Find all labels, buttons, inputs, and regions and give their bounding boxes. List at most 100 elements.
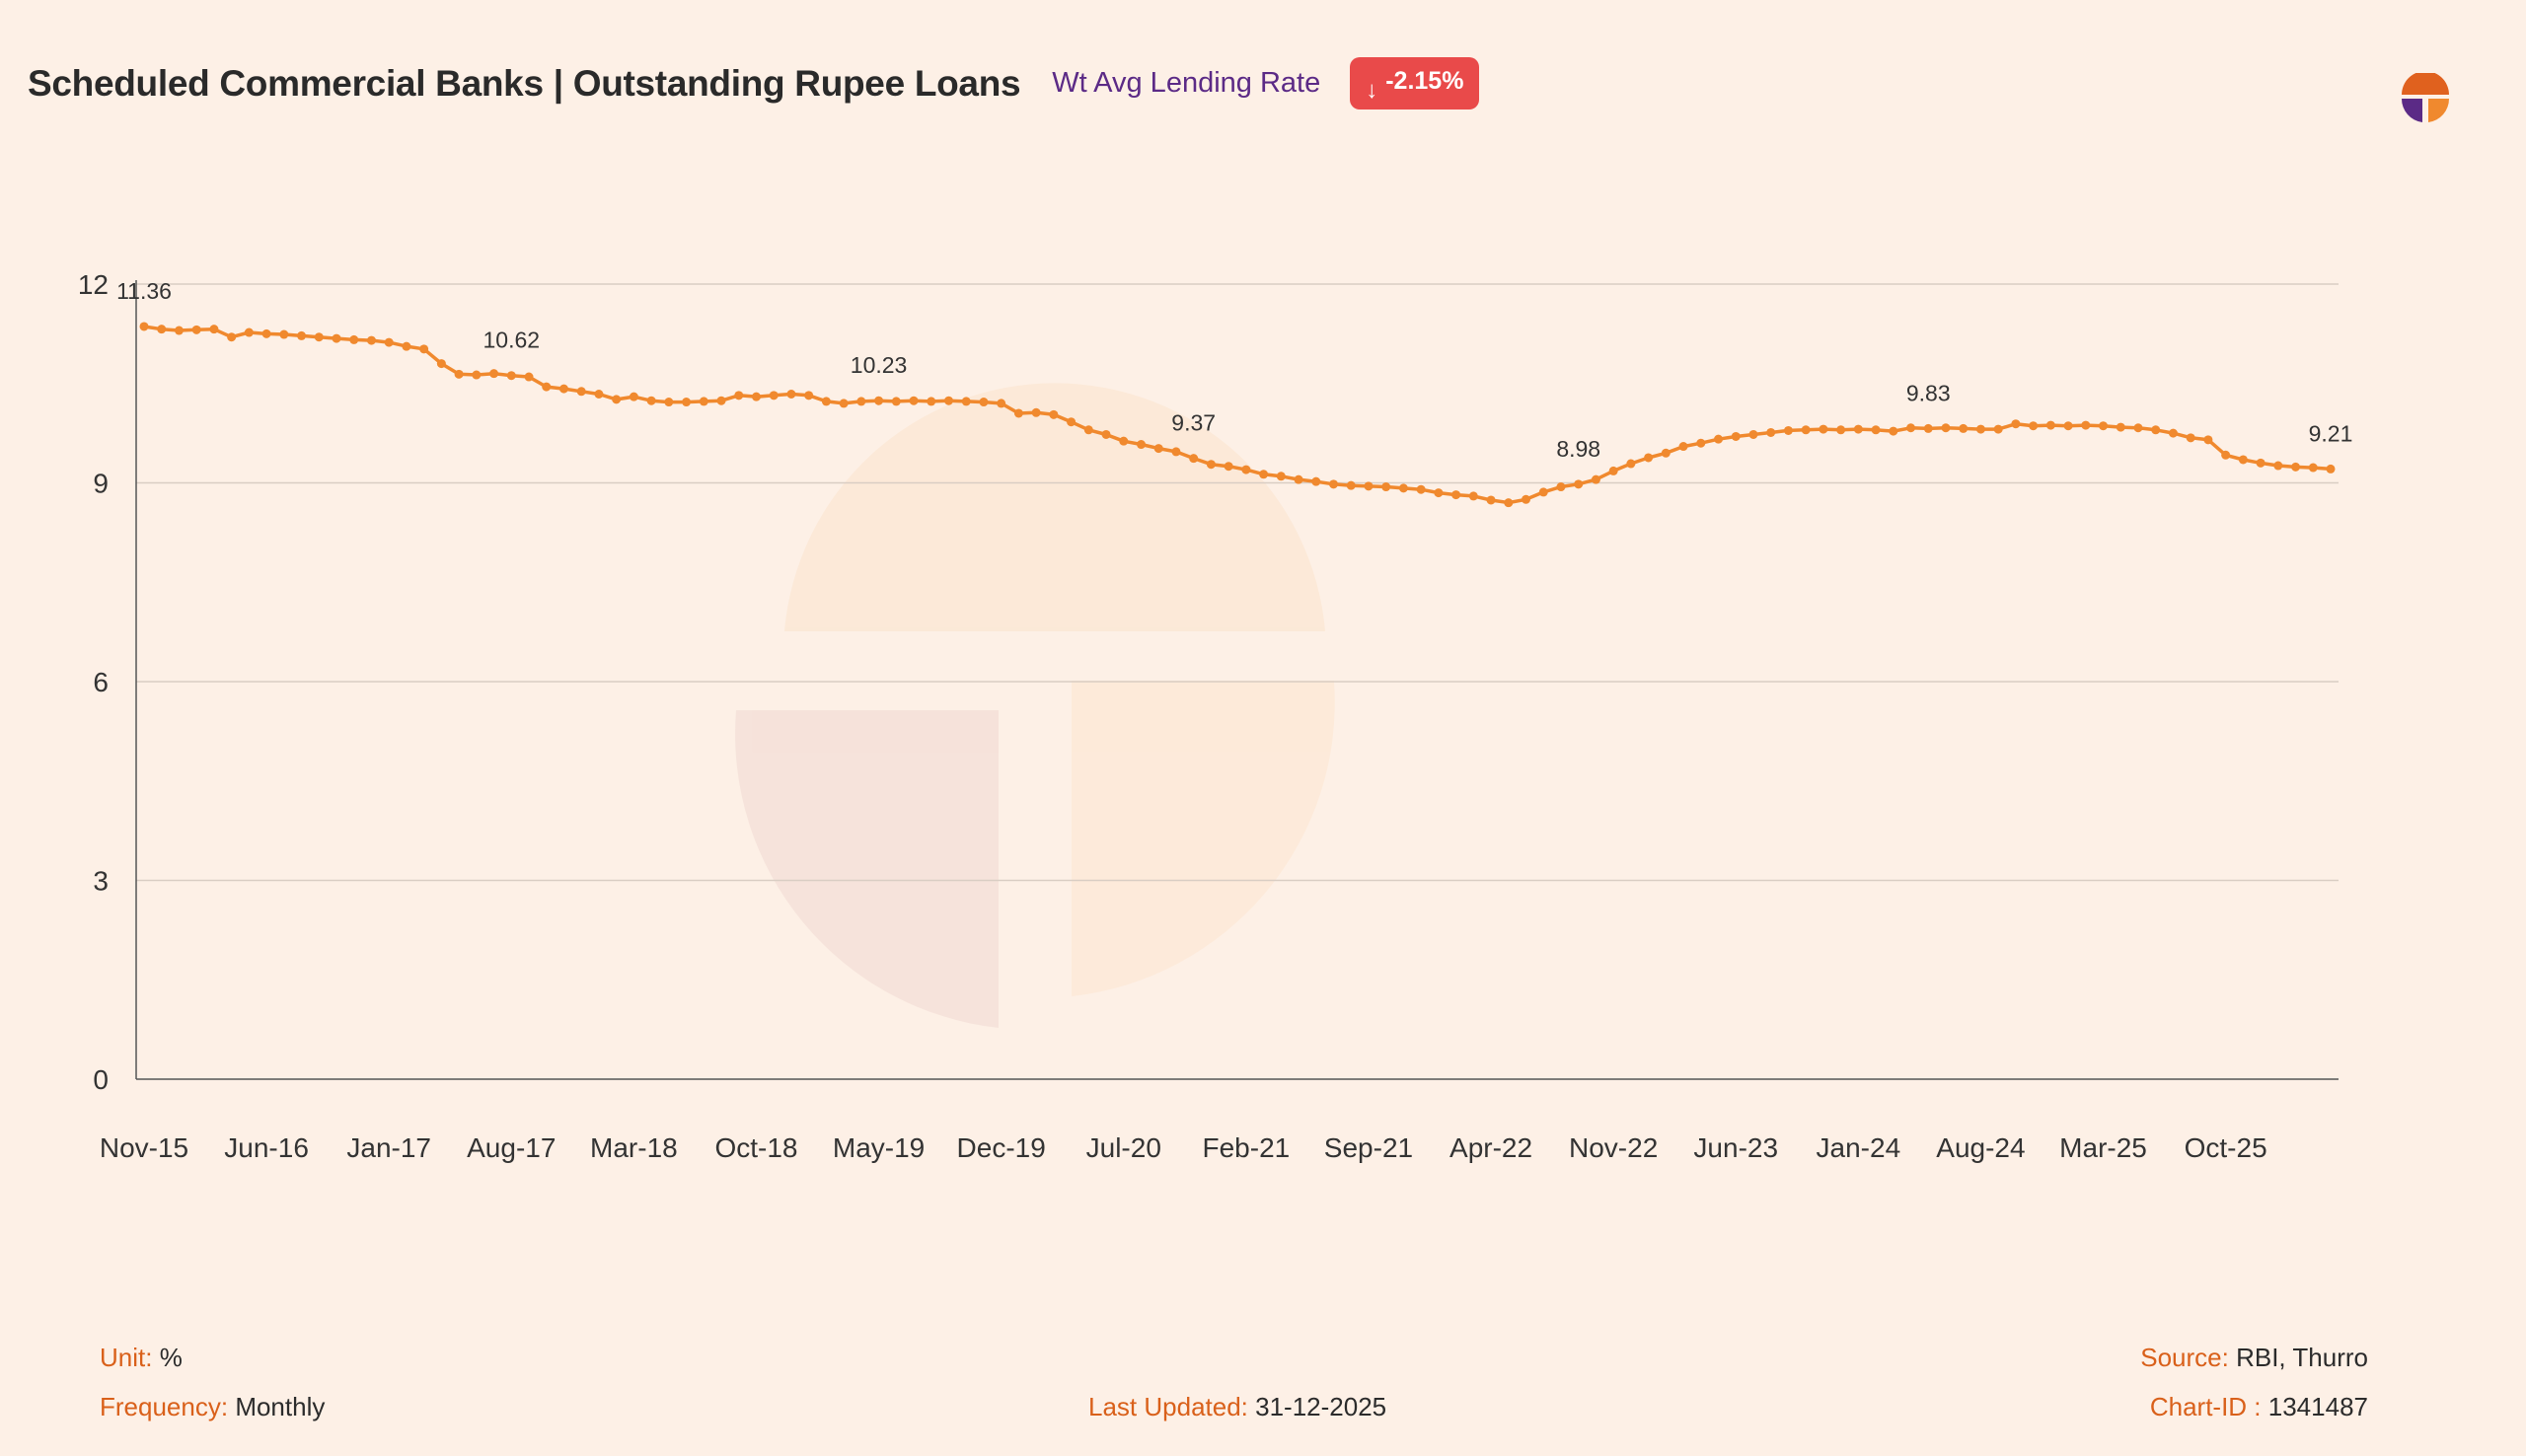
data-point: [1819, 424, 1828, 434]
data-point: [1083, 425, 1093, 435]
data-point: [1329, 479, 1339, 489]
data-point: [1574, 479, 1584, 489]
data-point: [1013, 408, 1023, 418]
data-point: [1504, 498, 1514, 508]
data-point: [1714, 434, 1724, 444]
data-point: [454, 369, 464, 379]
data-label: 10.23: [851, 352, 908, 378]
data-point: [646, 396, 656, 405]
last-updated-key: Last Updated:: [1088, 1392, 1248, 1421]
data-point: [979, 398, 989, 407]
data-point: [1346, 480, 1356, 490]
footer-unit: Unit: %: [100, 1343, 183, 1373]
data-point: [209, 325, 219, 334]
data-point: [314, 332, 324, 342]
data-point: [664, 398, 674, 407]
x-tick-label: Oct-25: [2185, 1132, 2267, 1163]
x-tick-label: Jun-16: [224, 1132, 309, 1163]
data-point: [1766, 427, 1776, 437]
data-point: [1206, 460, 1216, 470]
data-point: [612, 395, 622, 404]
data-point: [1941, 423, 1951, 433]
data-point: [1783, 425, 1793, 435]
data-point: [1259, 470, 1269, 479]
data-point: [682, 398, 692, 407]
data-point: [1748, 429, 1758, 439]
data-point: [786, 389, 796, 399]
data-point: [2045, 420, 2055, 430]
data-label: 9.83: [1906, 380, 1951, 405]
data-point: [1364, 481, 1374, 491]
data-point: [1224, 462, 1233, 472]
data-point: [734, 391, 744, 400]
data-label: 11.36: [116, 278, 172, 304]
data-label: 8.98: [1556, 436, 1600, 462]
data-point: [2273, 461, 2283, 471]
data-point: [2221, 450, 2231, 460]
source-value: RBI, Thurro: [2236, 1343, 2368, 1372]
data-point: [1906, 423, 1916, 433]
data-point: [2081, 420, 2091, 430]
footer-source: Source: RBI, Thurro: [2140, 1343, 2368, 1373]
data-point: [2291, 462, 2301, 472]
x-tick-label: Nov-15: [100, 1132, 188, 1163]
data-point: [2238, 455, 2248, 465]
data-point: [1661, 448, 1671, 458]
data-label: 10.62: [483, 328, 541, 353]
footer-chart-id: Chart-ID : 1341487: [2150, 1392, 2368, 1422]
data-point: [1311, 476, 1321, 486]
data-point: [2151, 425, 2161, 435]
data-point: [874, 396, 884, 405]
data-point: [524, 372, 534, 382]
data-point: [1486, 495, 1496, 505]
data-point: [244, 328, 254, 337]
chart-id-key: Chart-ID :: [2149, 1392, 2262, 1421]
x-tick-label: Aug-24: [1936, 1132, 2025, 1163]
data-point: [1416, 484, 1426, 494]
axes: 0 3 6 9 12 Nov-15 Jun-16 Jan-17 Aug-17 Mar-18 Oct-…: [78, 269, 2339, 1163]
chart-id-value: 1341487: [2267, 1392, 2368, 1421]
x-tick-label: Jan-24: [1817, 1132, 1901, 1163]
data-point: [909, 396, 919, 405]
x-tick-label: Jan-17: [346, 1132, 431, 1163]
chart-title: Scheduled Commercial Banks | Outstanding…: [28, 62, 1021, 104]
y-tick-label: 6: [93, 667, 109, 697]
change-badge: ↓ -2.15%: [1350, 57, 1480, 109]
data-point: [1171, 447, 1181, 457]
data-point: [2029, 421, 2039, 431]
data-point: [1678, 442, 1688, 452]
data-point: [1136, 440, 1146, 450]
y-tick-label: 3: [93, 866, 109, 897]
data-point: [1993, 424, 2003, 434]
source-key: Source:: [2140, 1343, 2229, 1372]
data-point: [961, 397, 971, 406]
data-point: [2308, 463, 2318, 473]
data-point: [891, 397, 901, 406]
data-point: [943, 396, 953, 405]
data-point: [1294, 474, 1303, 484]
x-tick-label: Apr-22: [1449, 1132, 1532, 1163]
data-point: [1538, 487, 1548, 497]
data-point: [1153, 444, 1163, 454]
data-point: [1276, 472, 1286, 481]
series-layer: [139, 322, 2336, 508]
data-point: [332, 333, 341, 343]
data-point: [2011, 419, 2021, 429]
data-point: [2326, 464, 2336, 473]
unit-key: Unit:: [100, 1343, 153, 1372]
change-badge-value: -2.15%: [1385, 67, 1464, 95]
data-point: [2168, 428, 2178, 438]
data-point: [384, 337, 394, 347]
data-point: [594, 389, 604, 399]
data-point: [699, 397, 708, 406]
data-point: [1975, 424, 1985, 434]
data-point: [751, 392, 761, 401]
data-point: [1696, 438, 1706, 448]
x-tick-label: May-19: [833, 1132, 925, 1163]
data-point: [821, 397, 831, 406]
data-point: [1434, 488, 1444, 498]
data-point: [139, 322, 149, 331]
data-point: [2116, 422, 2125, 432]
data-point: [1731, 431, 1741, 441]
